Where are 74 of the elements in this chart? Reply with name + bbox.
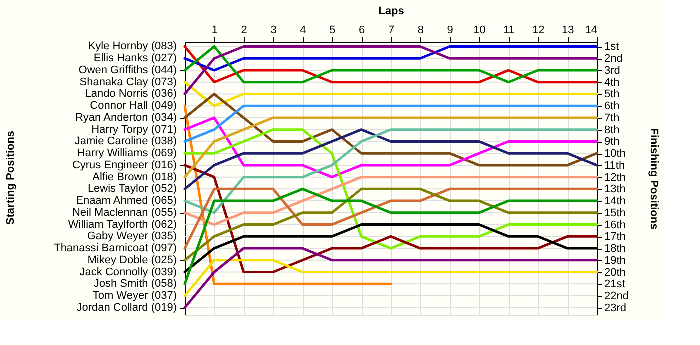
text: Jack Connolly (039) (80, 266, 177, 278)
y-tick-label: 7th (604, 112, 620, 124)
text: Harry Torpy (071) (92, 124, 177, 136)
line-series (184, 188, 598, 262)
x-tick-label: 9 (447, 24, 454, 36)
x-tick-label: 12 (532, 24, 545, 36)
text: Connor Hall (049) (90, 100, 177, 112)
text: Neil Maclennan (055) (72, 206, 177, 219)
line-series (184, 128, 598, 250)
y-tick-label: 10th (604, 148, 626, 160)
x-tick-label: 5 (330, 24, 336, 36)
y-tick-label: 20th (604, 266, 626, 279)
text: Starting Positions (5, 130, 17, 226)
line-series (184, 188, 598, 250)
y-tick-label: 5th (604, 88, 620, 101)
x-tick-label: 11 (504, 24, 515, 36)
y-tick-label: 19th (604, 254, 626, 267)
y-tick-label: 4th (604, 76, 620, 89)
x-tick-label: 10 (474, 24, 486, 36)
y-tick-label: 2nd (604, 53, 623, 66)
text: Cyrus Engineer (016) (72, 159, 177, 172)
y-tick-label: 6th (604, 100, 620, 113)
y-tick-label: 13th (604, 184, 626, 196)
y-tick-label: 15th (604, 207, 626, 220)
line-series (184, 164, 598, 274)
text: Thanassi Barnicoat (097) (54, 242, 177, 255)
y-tick-label: 12th (604, 172, 626, 184)
text: Alfie Brown (018) (92, 171, 177, 184)
y-tick-label: 11th (604, 160, 626, 172)
x-axis-title: Laps (378, 6, 404, 18)
line-series (184, 92, 598, 167)
x-tick-label: 3 (270, 24, 277, 36)
text: Lewis Taylor (052) (88, 183, 177, 196)
line-series (184, 188, 598, 286)
y-tick-label: 16th (604, 219, 626, 232)
text: Kyle Hornby (083) (88, 40, 177, 53)
line-series (184, 247, 598, 310)
line-series (184, 176, 598, 226)
text: Enaam Ahmed (065) (76, 195, 177, 208)
text: Tom Weyer (037) (92, 290, 177, 302)
x-tick-label: 1 (212, 24, 218, 36)
text: Josh Smith (058) (94, 278, 177, 290)
y-tick-label: 8th (604, 124, 620, 136)
text: Mikey Doble (025) (88, 254, 177, 266)
x-tick-label: 13 (562, 24, 574, 36)
text: Jordan Collard (019) (76, 302, 177, 314)
line-series (184, 128, 598, 190)
text: Ryan Anderton (034) (75, 112, 177, 124)
x-tick-label: 4 (300, 24, 306, 36)
text: Owen Griffiths (044) (78, 64, 177, 76)
text: Gaby Weyer (035) (87, 230, 177, 243)
text: Shanaka Clay (073) (80, 76, 177, 88)
text: Ellis Hanks (027) (94, 52, 177, 65)
y-axis-title: Finishing Positions (648, 128, 660, 230)
y-tick-label: 18th (604, 243, 626, 256)
line-series (184, 128, 598, 214)
y-tick-label: 22nd (604, 290, 629, 303)
text: William Taylforth (062) (68, 218, 177, 231)
text: Lando Norris (036) (85, 88, 177, 100)
y-tick-label: 14th (604, 196, 626, 208)
y-tick-label: 9th (604, 136, 620, 148)
y-tick-label: 21st (604, 278, 626, 291)
x-tick-label: 6 (359, 24, 366, 36)
text: Harry Williams (069) (77, 148, 177, 160)
x-tick-label: 2 (241, 24, 248, 36)
y-tick-label: 3rd (604, 64, 620, 77)
text: Jamie Caroline (038) (74, 136, 177, 148)
y-tick-label: 23rd (604, 302, 627, 314)
x-tick-label: 7 (388, 24, 395, 36)
x-tick-label: 14 (585, 24, 598, 36)
y-tick-label: 1st (604, 41, 620, 54)
line-series (184, 116, 598, 179)
y-tick-label: 17th (604, 231, 626, 244)
x-tick-label: 8 (418, 24, 424, 36)
